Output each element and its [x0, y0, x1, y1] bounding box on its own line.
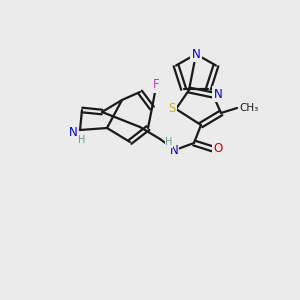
Text: H: H: [165, 137, 173, 147]
Text: N: N: [169, 143, 178, 157]
Text: N: N: [214, 88, 222, 100]
Text: S: S: [168, 103, 176, 116]
Text: F: F: [153, 79, 159, 92]
Text: CH₃: CH₃: [239, 103, 258, 113]
Text: N: N: [192, 48, 200, 61]
Text: O: O: [213, 142, 223, 155]
Text: H: H: [78, 135, 86, 145]
Text: N: N: [69, 125, 77, 139]
